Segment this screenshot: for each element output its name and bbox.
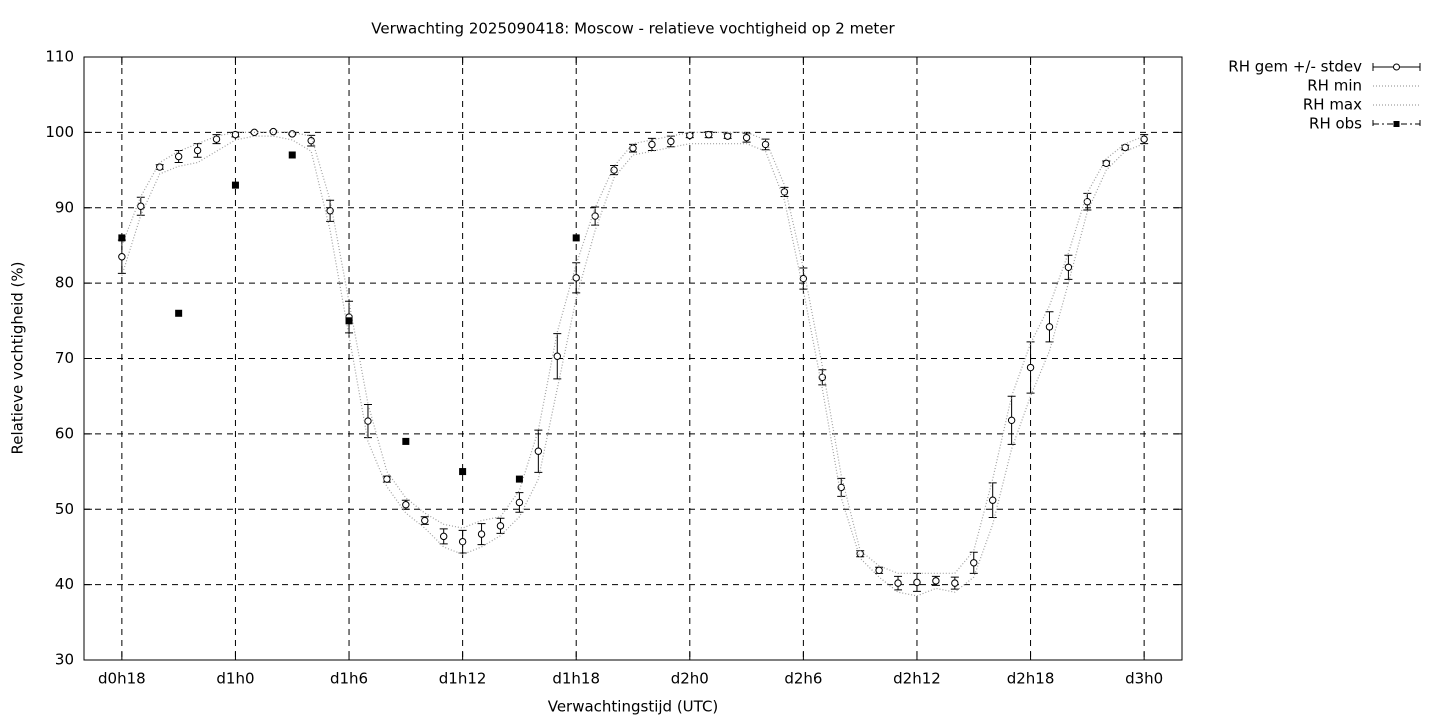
x-tick-label: d0h18 — [98, 670, 146, 688]
mean-point — [458, 537, 467, 546]
mean-point — [742, 133, 751, 142]
y-tick-label: 40 — [55, 575, 74, 593]
legend-swatch — [1393, 121, 1400, 127]
mean-point — [383, 475, 391, 483]
mean-point — [591, 212, 599, 220]
range-line — [121, 135, 1145, 597]
x-tick-label: d1h18 — [552, 670, 600, 688]
mean-point — [572, 274, 580, 282]
mean-point — [1045, 323, 1054, 331]
legend-label: RH obs — [1309, 115, 1362, 133]
x-tick-label: d3h0 — [1125, 670, 1163, 688]
mean-point — [875, 566, 883, 575]
mean-point — [629, 144, 637, 152]
mean-point — [705, 130, 713, 139]
mean-point — [1007, 416, 1016, 425]
obs-point — [459, 468, 467, 476]
obs-point — [231, 181, 239, 189]
y-tick-label: 30 — [55, 651, 74, 669]
mean-point — [913, 578, 921, 587]
y-tick-label: 50 — [55, 500, 74, 518]
mean-point — [837, 483, 845, 492]
mean-point — [1102, 159, 1110, 167]
mean-point — [269, 127, 278, 136]
y-axis-label: Relatieve vochtigheid (%) — [9, 261, 27, 454]
obs-point — [515, 475, 523, 483]
mean-point — [326, 207, 334, 215]
x-tick-label: d2h12 — [893, 670, 941, 688]
obs-point — [288, 151, 296, 159]
mean-point — [610, 166, 618, 174]
mean-point — [970, 559, 978, 567]
mean-point — [951, 579, 959, 587]
mean-point — [364, 417, 372, 425]
mean-point — [534, 447, 543, 455]
x-tick-label: d2h6 — [784, 670, 822, 688]
mean-point — [288, 130, 296, 138]
y-tick-label: 100 — [45, 123, 74, 141]
chart-title: Verwachting 2025090418: Moscow - relatie… — [371, 20, 895, 38]
obs-point — [572, 234, 580, 242]
mean-point — [496, 522, 505, 530]
mean-point — [307, 136, 315, 145]
mean-point — [988, 496, 997, 504]
mean-point — [477, 530, 486, 538]
obs-point — [402, 437, 410, 445]
legend-swatch — [1393, 63, 1400, 71]
obs-point — [118, 234, 126, 242]
mean-point — [1064, 263, 1073, 271]
x-tick-label: d2h18 — [1007, 670, 1055, 688]
plot-frame — [83, 56, 1183, 661]
mean-point — [894, 579, 902, 587]
x-tick-label: d2h0 — [671, 670, 709, 688]
x-tick-label: d1h0 — [216, 670, 254, 688]
y-tick-label: 90 — [55, 198, 74, 216]
mean-point — [667, 137, 675, 146]
y-tick-label: 110 — [45, 48, 74, 66]
mean-point — [402, 501, 410, 509]
x-tick-label: d1h12 — [439, 670, 487, 688]
mean-point — [1026, 363, 1035, 372]
mean-point — [932, 577, 940, 585]
mean-point — [421, 516, 429, 525]
mean-point — [156, 163, 164, 171]
mean-point — [118, 253, 126, 261]
x-axis-label: Verwachtingstijd (UTC) — [548, 698, 719, 716]
mean-point — [1140, 135, 1148, 143]
mean-point — [686, 131, 694, 140]
mean-point — [648, 140, 656, 149]
y-tick-label: 70 — [55, 349, 74, 367]
y-tick-label: 60 — [55, 424, 74, 442]
legend-label: RH gem +/- stdev — [1228, 58, 1362, 76]
mean-point — [761, 140, 770, 149]
mean-point — [515, 498, 524, 507]
mean-point — [553, 352, 561, 360]
mean-point — [723, 132, 732, 140]
mean-point — [212, 135, 221, 143]
mean-point — [780, 188, 789, 196]
mean-point — [174, 152, 183, 161]
legend-label: RH min — [1307, 77, 1362, 95]
x-tick-label: d1h6 — [330, 670, 368, 688]
obs-point — [345, 317, 353, 325]
y-tick-label: 80 — [55, 274, 74, 292]
mean-point — [137, 202, 145, 210]
legend-label: RH max — [1303, 96, 1362, 114]
mean-point — [439, 532, 448, 541]
mean-point — [193, 146, 202, 155]
obs-point — [175, 309, 183, 317]
